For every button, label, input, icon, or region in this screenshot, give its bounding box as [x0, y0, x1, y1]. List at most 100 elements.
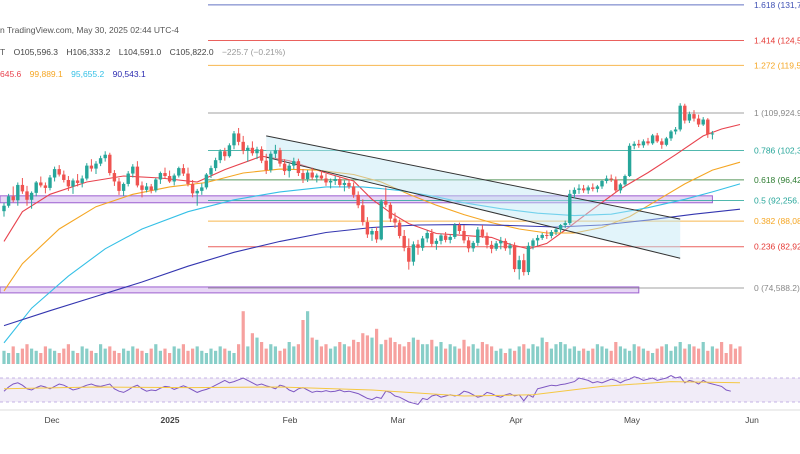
candle-body [177, 168, 181, 176]
volume-bar [324, 344, 328, 364]
candle-body [126, 173, 130, 184]
candle-body [135, 166, 140, 186]
volume-bar [191, 348, 195, 364]
volume-bar [370, 337, 374, 364]
time-tick-label: 2025 [161, 415, 180, 425]
volume-bar [503, 353, 507, 364]
candle-body [181, 168, 186, 174]
volume-bar [448, 344, 452, 364]
volume-bar [660, 346, 664, 364]
source-text: n TradingView.com, May 30, 2025 02:44 UT… [0, 25, 179, 35]
candle-body [296, 161, 301, 174]
volume-bar [94, 353, 98, 364]
candle-body [103, 154, 107, 159]
volume-bar [223, 348, 227, 364]
volume-bar [674, 346, 678, 364]
open-value: O105,596.3 [13, 47, 59, 57]
volume-bar [651, 353, 655, 364]
volume-bar [467, 346, 471, 364]
candle-body [246, 147, 250, 151]
candle-body [660, 141, 664, 145]
volume-bar [342, 344, 346, 364]
volume-bar [181, 344, 185, 364]
volume-bar [628, 350, 632, 364]
fib-level-label: 0.382 (88,08 [754, 216, 800, 226]
rsi-pane [0, 375, 800, 405]
volume-bar [499, 348, 503, 364]
candle-body [213, 160, 218, 169]
candle-body [236, 133, 241, 142]
candle-body [34, 182, 38, 193]
volume-bar [641, 348, 645, 364]
candle-body [439, 235, 443, 241]
volume-bar [338, 342, 342, 364]
volume-bar [310, 337, 314, 364]
candle-body [535, 237, 540, 241]
candle-body [52, 169, 57, 178]
candle-body [664, 138, 669, 145]
trendline [266, 135, 681, 220]
low-value: L104,591.0 [118, 47, 162, 57]
candle-body [269, 153, 273, 171]
candle-body [581, 188, 586, 191]
candle-body [370, 230, 374, 235]
candle-body [227, 145, 232, 157]
volume-bar [614, 342, 618, 364]
volume-bar [706, 350, 710, 364]
volume-bar [457, 348, 461, 364]
time-tick-label: Apr [509, 415, 522, 425]
volume-bar [425, 344, 429, 364]
volume-bar [71, 350, 75, 364]
candle-body [480, 229, 485, 236]
volume-bars [2, 311, 742, 364]
volume-bar [738, 346, 742, 364]
trendline [266, 156, 681, 259]
volume-bar [687, 344, 691, 364]
candle-body [411, 244, 416, 262]
volume-bar [20, 348, 24, 364]
candle-body [75, 180, 80, 183]
volume-bar [347, 346, 351, 364]
candle-body [278, 150, 282, 164]
candle-body [186, 173, 190, 184]
volume-bar [508, 348, 512, 364]
candle-body [402, 235, 406, 248]
volume-bar [126, 350, 130, 364]
candle-body [687, 114, 692, 121]
candle-body [154, 179, 158, 191]
candle-body [407, 247, 411, 262]
candle-body [301, 173, 305, 179]
candle-body [650, 135, 655, 144]
candle-body [333, 178, 337, 181]
candle-body [43, 185, 48, 188]
candle-body [338, 178, 342, 185]
candle-body [531, 240, 535, 246]
candle-body [16, 184, 20, 201]
volume-bar [444, 348, 448, 364]
time-axis: Dec 2025 Feb Mar Apr May Jun [0, 409, 800, 425]
volume-bar [697, 348, 701, 364]
candle-body [57, 169, 61, 175]
symbol-fragment: T [0, 47, 6, 57]
volume-bar [600, 346, 604, 364]
volume-bar [407, 342, 411, 364]
candle-body [393, 218, 397, 223]
ohlc-legend: T O105,596.3 H106,333.2 L104,591.0 C105,… [0, 47, 291, 57]
ma20-value: 645.6 [0, 69, 22, 79]
volume-bar [172, 346, 176, 364]
candle-body [39, 182, 43, 186]
candle-body [310, 172, 314, 178]
volume-bar [485, 344, 489, 364]
volume-bar [135, 348, 139, 364]
candle-body [282, 163, 287, 172]
candle-body [98, 158, 103, 164]
volume-bar [149, 348, 153, 364]
volume-bar [11, 346, 15, 364]
candle-body [163, 173, 167, 177]
volume-bar [43, 346, 47, 364]
volume-bar [80, 346, 84, 364]
candle-body [669, 131, 673, 139]
candle-body [112, 173, 117, 182]
volume-bar [678, 342, 682, 364]
